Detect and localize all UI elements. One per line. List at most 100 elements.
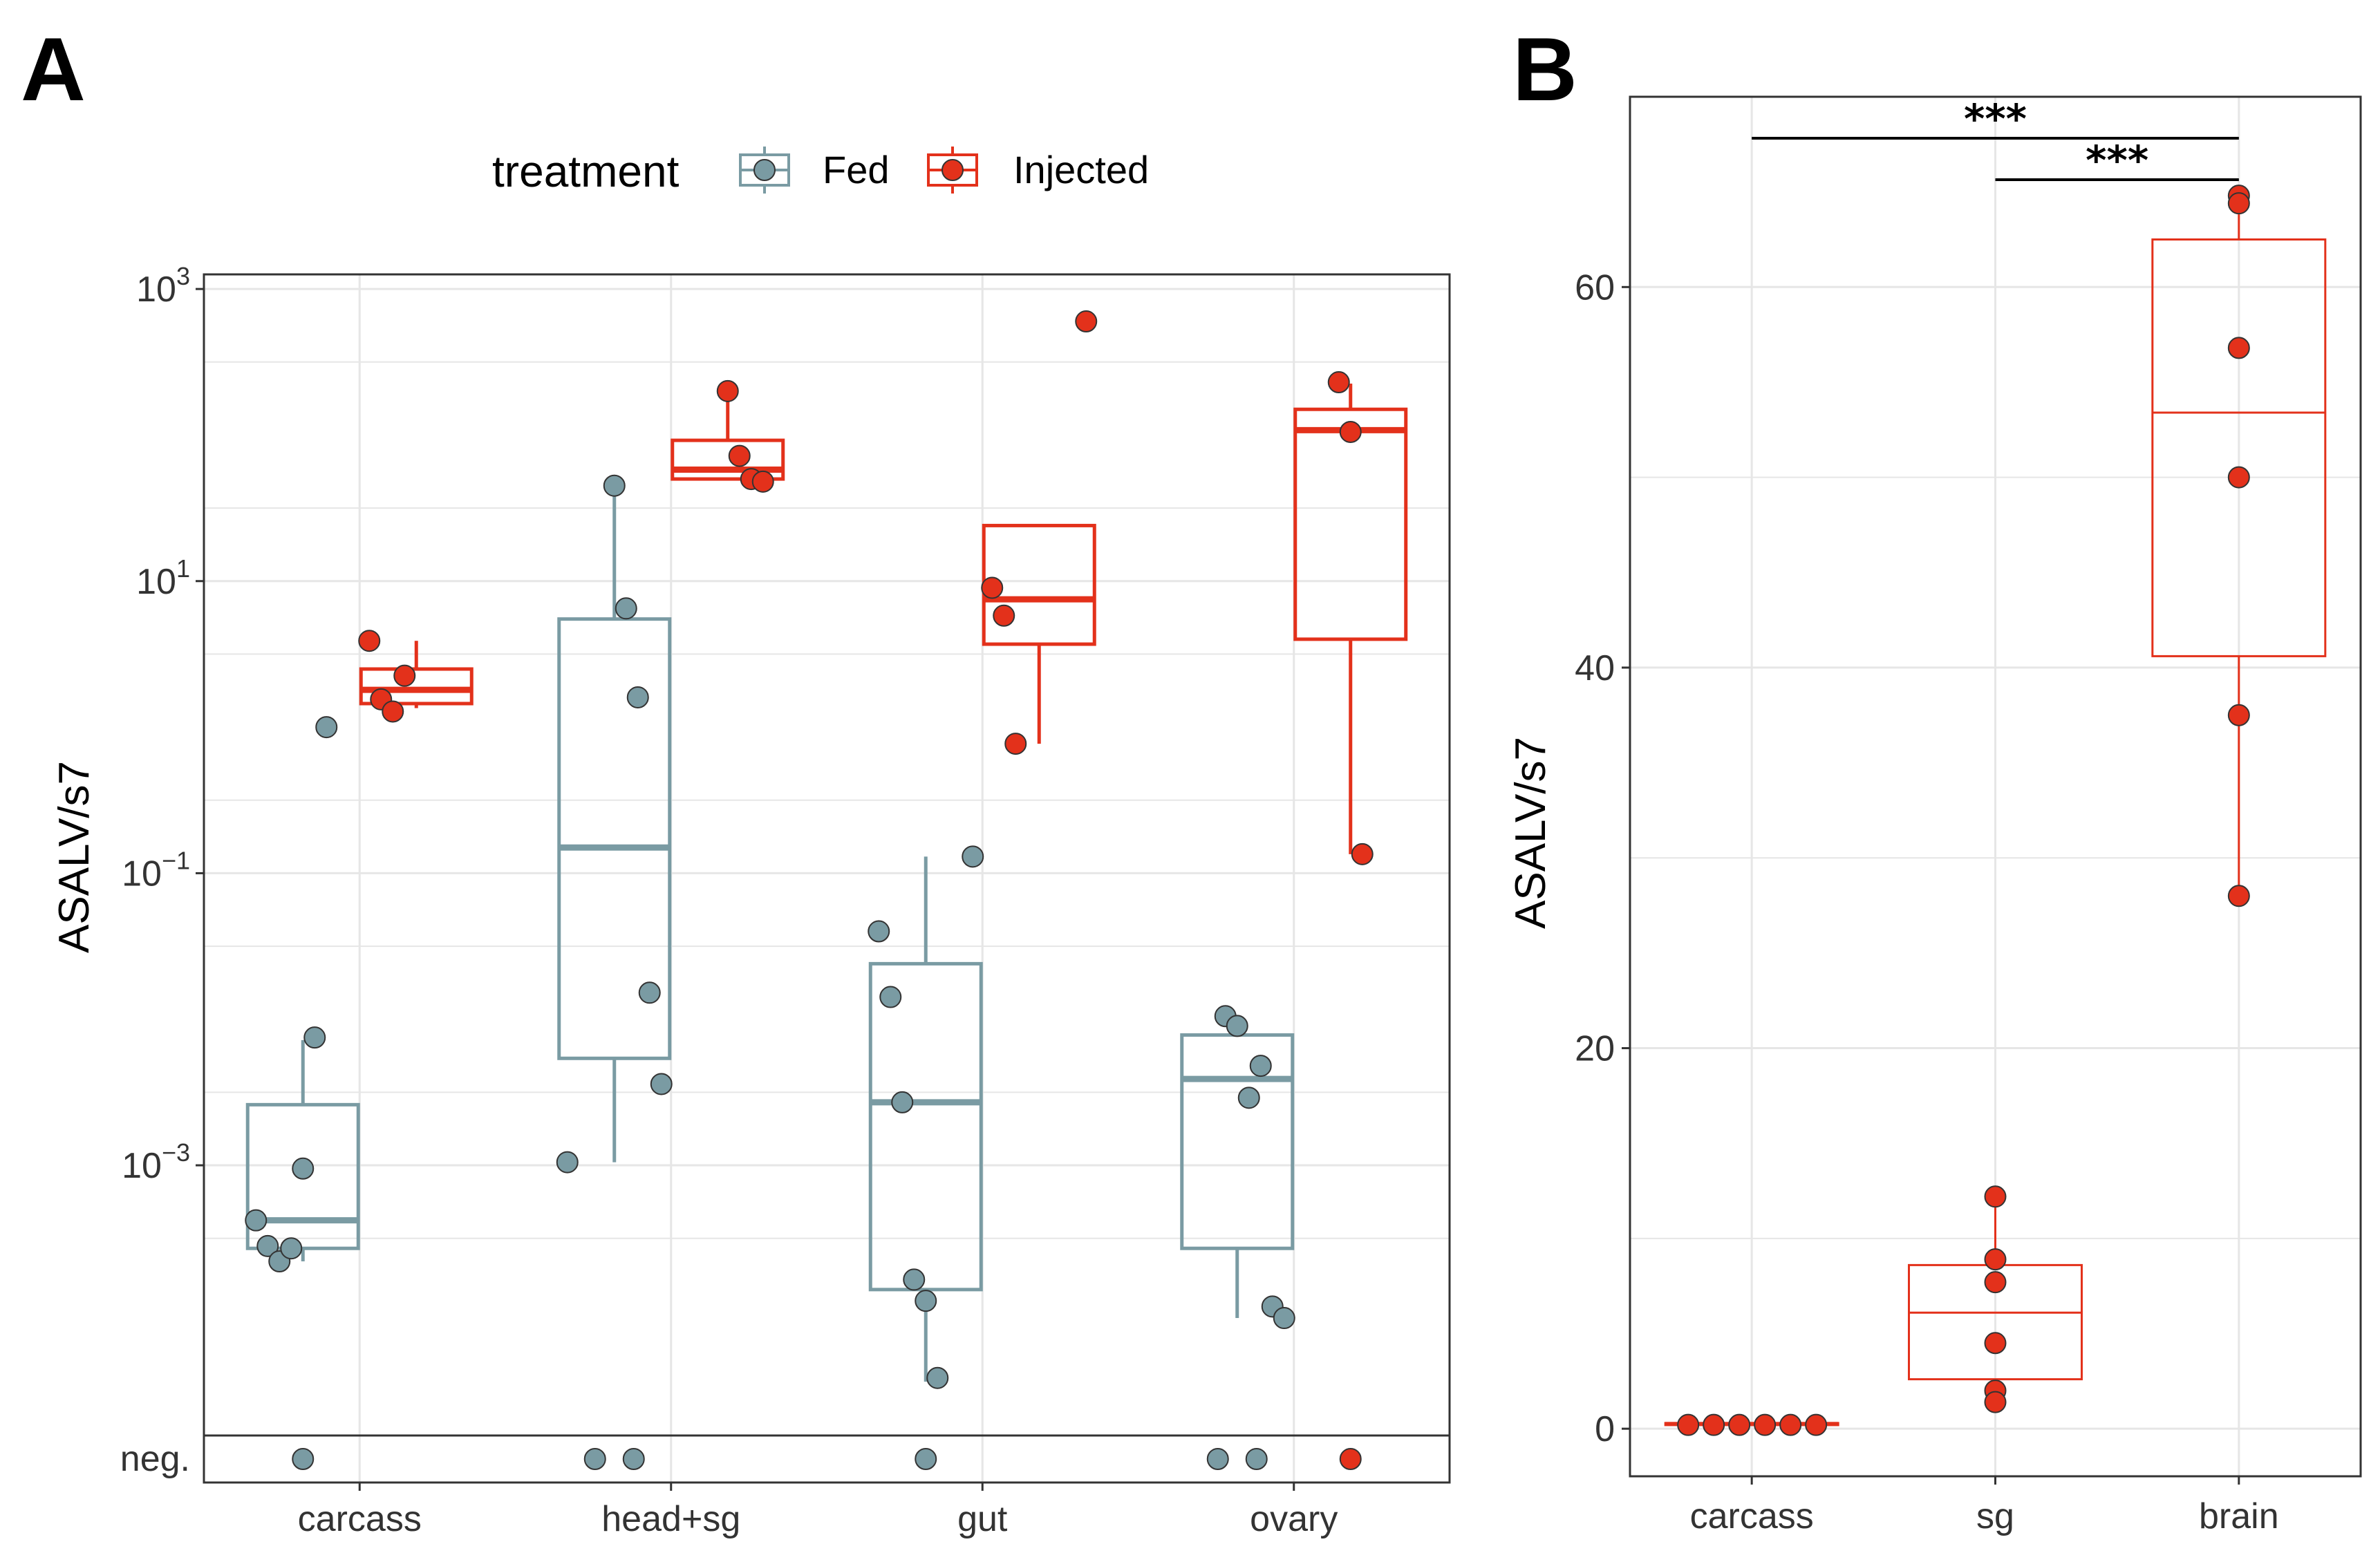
legend-label-fed: Fed xyxy=(823,148,890,191)
data-point-fed xyxy=(926,1366,949,1389)
data-point-fed xyxy=(280,1237,303,1260)
legend-key-injected xyxy=(927,147,978,194)
data-point-injected xyxy=(2227,704,2250,726)
panel-a-plot: 103 101 10−1 10−3 carcass head+sg gut ovary ne… xyxy=(50,262,1451,1539)
data-point-fed xyxy=(915,1290,937,1312)
box-rect xyxy=(2151,238,2327,657)
data-point-fed xyxy=(879,986,902,1008)
panel-b-y-axis: 0 20 40 60 xyxy=(1575,267,1630,1449)
data-point-injected xyxy=(382,700,404,723)
x-tick-label: carcass xyxy=(1690,1496,1814,1536)
box-injected-brain xyxy=(2151,196,2327,896)
data-point-fed xyxy=(638,981,661,1004)
neg-point-fed xyxy=(1206,1448,1229,1470)
box-fed-ovary xyxy=(1180,1016,1295,1319)
neg-point-fed xyxy=(622,1448,645,1470)
box-rect xyxy=(359,667,474,706)
data-point-injected xyxy=(1351,843,1374,865)
neg-point-fed xyxy=(583,1448,606,1470)
panel-a-marks xyxy=(245,310,1408,1470)
y-tick-label: 103 xyxy=(136,262,190,310)
data-point-fed xyxy=(626,686,649,708)
data-point-fed xyxy=(256,1234,279,1257)
data-point-injected xyxy=(1984,1391,2007,1413)
data-point-fed xyxy=(1226,1015,1248,1037)
box-rect xyxy=(671,438,785,481)
data-point-injected xyxy=(358,630,381,652)
data-point-fed xyxy=(1237,1086,1260,1109)
neg-point-fed xyxy=(915,1448,937,1470)
panel-a-y-axis-title: ASALV/s7 xyxy=(50,761,98,953)
neg-point-injected xyxy=(1339,1448,1362,1470)
data-point-injected xyxy=(1728,1413,1751,1436)
x-tick-label: sg xyxy=(1976,1496,2014,1536)
panel-a-y-axis: 103 101 10−1 10−3 xyxy=(122,262,204,1186)
data-point-injected xyxy=(1984,1332,2007,1355)
box-rect xyxy=(1180,1033,1295,1250)
box-injected-ovary xyxy=(1293,384,1408,854)
neg-point-fed xyxy=(1245,1448,1268,1470)
data-point-injected xyxy=(1677,1413,1700,1436)
data-point-fed xyxy=(615,597,637,620)
x-tick-label: gut xyxy=(957,1499,1008,1539)
box-rect xyxy=(868,961,983,1292)
data-point-injected xyxy=(1984,1248,2007,1271)
box-fed-head+sg xyxy=(557,485,672,1163)
data-point-injected xyxy=(1339,420,1362,443)
neg-point-fed xyxy=(292,1448,315,1470)
data-point-injected xyxy=(1779,1413,1802,1436)
x-tick-label: ovary xyxy=(1250,1499,1338,1539)
data-point-injected xyxy=(1703,1413,1725,1436)
data-point-injected xyxy=(993,604,1015,627)
data-point-fed xyxy=(868,920,890,943)
data-point-injected xyxy=(1984,1271,2007,1294)
data-point-injected xyxy=(751,470,774,493)
data-point-injected xyxy=(2227,466,2250,489)
data-point-fed xyxy=(245,1209,268,1232)
x-tick-label: carcass xyxy=(298,1499,422,1539)
data-point-injected xyxy=(2227,337,2250,359)
data-point-fed xyxy=(891,1091,914,1113)
data-point-fed xyxy=(303,1026,326,1049)
data-point-injected xyxy=(716,379,739,402)
y-tick-label: 10−1 xyxy=(122,846,190,894)
panel-b-marks xyxy=(1664,185,2327,1436)
box-injected-gut xyxy=(982,523,1096,744)
data-point-injected xyxy=(2227,885,2250,907)
x-tick-label: brain xyxy=(2199,1496,2279,1536)
box-rect xyxy=(557,617,672,1060)
data-point-injected xyxy=(1754,1413,1777,1436)
data-point-fed xyxy=(962,845,984,868)
legend-title: treatment xyxy=(492,147,680,196)
data-point-fed xyxy=(650,1073,673,1095)
data-point-fed xyxy=(903,1268,926,1291)
significance-label: *** xyxy=(2086,137,2148,184)
y-tick-label: 10−3 xyxy=(122,1138,190,1186)
panel-a-neg-label: neg. xyxy=(120,1439,190,1479)
panel-b-frame xyxy=(1629,95,2362,1478)
data-point-injected xyxy=(981,576,1004,599)
data-point-fed xyxy=(1249,1055,1272,1077)
y-tick-label: 60 xyxy=(1575,267,1615,308)
x-tick-label: head+sg xyxy=(601,1499,740,1539)
data-point-injected xyxy=(1805,1413,1828,1436)
data-point-injected xyxy=(728,444,751,467)
data-point-fed xyxy=(603,474,626,497)
data-point-fed xyxy=(1273,1307,1295,1330)
data-point-injected xyxy=(1004,733,1027,755)
legend-key-fed xyxy=(739,147,790,194)
y-tick-label: 101 xyxy=(136,554,190,602)
y-tick-label: 20 xyxy=(1575,1029,1615,1069)
y-tick-label: 0 xyxy=(1595,1409,1615,1449)
y-tick-label: 40 xyxy=(1575,648,1615,688)
data-point-fed xyxy=(315,716,338,739)
box-rect xyxy=(1293,407,1408,641)
panel-b-x-axis: carcass sg brain xyxy=(1690,1476,2279,1536)
data-point-fed xyxy=(556,1151,579,1174)
panel-b-significance: *** *** xyxy=(1752,95,2239,184)
box-injected-head+sg xyxy=(671,390,785,481)
data-point-injected xyxy=(1075,310,1098,333)
legend-label-injected: Injected xyxy=(1013,148,1149,191)
data-point-injected xyxy=(1984,1185,2007,1208)
